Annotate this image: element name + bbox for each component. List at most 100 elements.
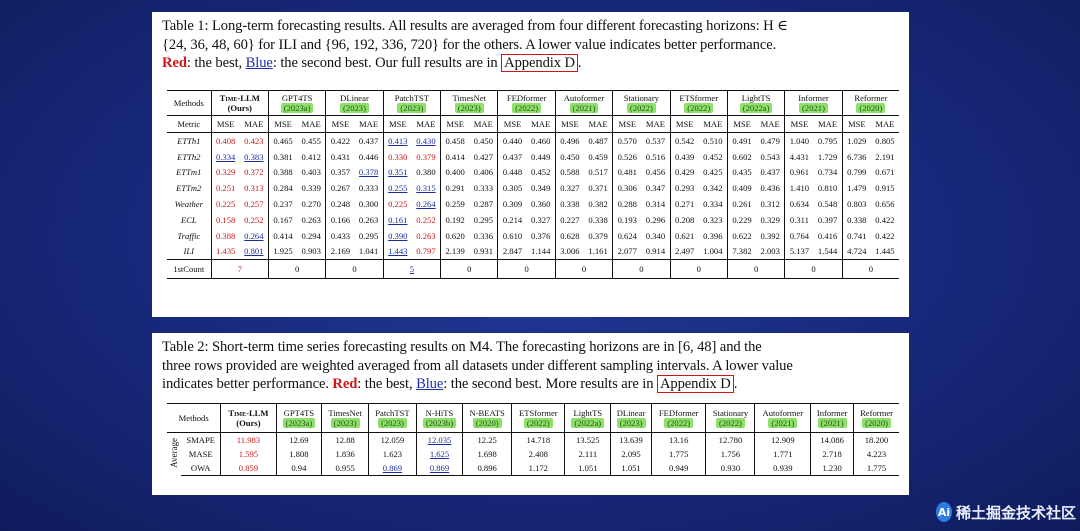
method-name: ETSformer bbox=[679, 93, 719, 103]
value-cell: 1.051 bbox=[610, 461, 652, 476]
method-year: (2021) bbox=[557, 103, 611, 113]
value-cell: 0.252 bbox=[244, 214, 264, 225]
value-cell: 0.380 bbox=[416, 167, 436, 178]
value-cell: 0.537 bbox=[641, 131, 671, 149]
value-cell: 0.263 bbox=[301, 214, 321, 225]
mse-header: MSE bbox=[726, 115, 757, 133]
value-cell: 0.437 bbox=[354, 131, 384, 149]
value-cell: 0.271 bbox=[669, 196, 699, 212]
value-cell: 1.698 bbox=[462, 447, 512, 461]
value-cell: 0.372 bbox=[244, 167, 264, 178]
appendix-link[interactable]: Appendix D bbox=[656, 375, 734, 393]
group-label: Average bbox=[167, 432, 181, 476]
mae-header: MAE bbox=[641, 115, 671, 133]
table-row: ETTh2 0.334 0.383 0.381 0.412 0.431 0.446 0.330… bbox=[167, 148, 899, 165]
value-cell: 0.429 bbox=[669, 164, 699, 181]
value-cell: 0.414 bbox=[440, 148, 470, 165]
method-header: Autoformer (2021) bbox=[554, 90, 613, 116]
value-cell: 0.801 bbox=[244, 246, 264, 257]
method-header: DLinear (2023) bbox=[325, 90, 384, 116]
value-cell: 12.88 bbox=[321, 432, 369, 447]
table-row: OWA 0.859 0.94 0.955 0.869 0.869 0.896 1.172 1.0… bbox=[167, 461, 899, 476]
value-cell: 0.208 bbox=[669, 211, 699, 228]
value-cell: 0.313 bbox=[244, 183, 264, 194]
value-cell: 2.139 bbox=[440, 243, 470, 260]
mae-header: MAE bbox=[411, 115, 441, 133]
year-badge: (2023) bbox=[616, 418, 646, 428]
year-badge: (2023) bbox=[397, 103, 427, 113]
year-badge: (Ours) bbox=[227, 103, 252, 113]
value-cell: 14.086 bbox=[810, 432, 854, 447]
dataset-label: Weather bbox=[174, 199, 203, 210]
count-cell: 0 bbox=[267, 259, 326, 280]
method-header: Stationary (2022) bbox=[705, 403, 755, 433]
value-cell: 1.041 bbox=[358, 246, 379, 257]
value-cell: 1.435 bbox=[210, 243, 240, 260]
table-row: Weather 0.225 0.257 0.237 0.270 0.248 0.300 0.2… bbox=[167, 196, 899, 212]
value-cell: 0.548 bbox=[817, 199, 838, 210]
average-label: Average bbox=[169, 438, 179, 469]
method-year: (Ours) bbox=[213, 103, 267, 113]
value-cell: 0.446 bbox=[358, 151, 379, 162]
value-cell: 0.166 bbox=[325, 211, 355, 228]
method-name: Informer bbox=[816, 408, 848, 418]
header-row: Methods Time-LLM (Ours) GPT4TS (2023a) TimesN… bbox=[167, 403, 899, 433]
table-row: MASE 1.595 1.808 1.836 1.623 1.625 1.698 2.408 2… bbox=[167, 447, 899, 461]
method-year: (2022) bbox=[499, 103, 553, 113]
value-cell: 3.006 bbox=[554, 243, 584, 260]
value-cell: 0.383 bbox=[244, 151, 264, 162]
value-cell: 0.797 bbox=[416, 246, 436, 257]
value-cell: 0.628 bbox=[554, 227, 584, 244]
method-year: (2023b) bbox=[418, 418, 461, 428]
year-badge: (2021) bbox=[768, 418, 798, 428]
value-cell: 0.378 bbox=[358, 167, 379, 178]
value-cell: 0.390 bbox=[382, 227, 412, 244]
value-cell: 0.397 bbox=[817, 214, 838, 225]
method-name: FEDformer bbox=[506, 93, 547, 103]
value-cell: 0.225 bbox=[382, 196, 412, 212]
value-cell: 2.497 bbox=[669, 243, 699, 260]
metric-label: Metric bbox=[167, 115, 212, 133]
value-cell: 0.869 bbox=[368, 461, 417, 476]
value-cell: 1.445 bbox=[875, 246, 895, 257]
value-cell: 0.334 bbox=[210, 148, 240, 165]
value-cell: 0.656 bbox=[875, 199, 895, 210]
method-year: (2022) bbox=[513, 418, 563, 428]
value-cell: 1.004 bbox=[703, 246, 723, 257]
value-cell: 0.323 bbox=[703, 214, 723, 225]
value-cell: 0.955 bbox=[321, 461, 369, 476]
mae-header: MAE bbox=[870, 115, 899, 133]
value-cell: 0.388 bbox=[210, 227, 240, 244]
method-name: LightTS bbox=[741, 93, 771, 103]
value-cell: 0.311 bbox=[784, 211, 814, 228]
metric-label: OWA bbox=[181, 461, 221, 476]
value-cell: 0.795 bbox=[813, 131, 843, 149]
appendix-link[interactable]: Appendix D bbox=[501, 54, 578, 72]
method-year: (2023a) bbox=[270, 103, 324, 113]
value-cell: 0.293 bbox=[669, 180, 699, 197]
value-cell: 12.035 bbox=[415, 432, 463, 447]
long-term-results-table: Methods Time-LLM (Ours) GPT4TS (2023a) DLinea… bbox=[167, 90, 899, 280]
mae-header: MAE bbox=[698, 115, 728, 133]
method-header: Informer (2021) bbox=[784, 90, 843, 116]
method-header: LightTS (2022a) bbox=[726, 90, 785, 116]
value-cell: 0.487 bbox=[584, 131, 613, 149]
value-cell: 0.437 bbox=[497, 148, 527, 165]
value-cell: 0.602 bbox=[726, 148, 757, 165]
value-cell: 0.436 bbox=[760, 183, 780, 194]
value-cell: 0.859 bbox=[220, 461, 277, 476]
year-badge: (2020) bbox=[862, 418, 891, 428]
value-cell: 1.161 bbox=[588, 246, 608, 257]
value-cell: 0.263 bbox=[358, 214, 379, 225]
value-cell: 0.257 bbox=[244, 199, 264, 210]
value-cell: 0.306 bbox=[612, 180, 642, 197]
method-header: TimesNet (2023) bbox=[440, 90, 498, 116]
value-cell: 13.525 bbox=[564, 432, 611, 447]
value-cell: 18.200 bbox=[853, 432, 899, 447]
value-cell: 0.741 bbox=[841, 227, 871, 244]
method-year: (2020) bbox=[464, 418, 510, 428]
value-cell: 13.16 bbox=[650, 432, 706, 447]
method-header: FEDformer (2022) bbox=[650, 403, 706, 433]
value-cell: 0.949 bbox=[650, 461, 706, 476]
value-cell: 0.338 bbox=[554, 196, 584, 212]
